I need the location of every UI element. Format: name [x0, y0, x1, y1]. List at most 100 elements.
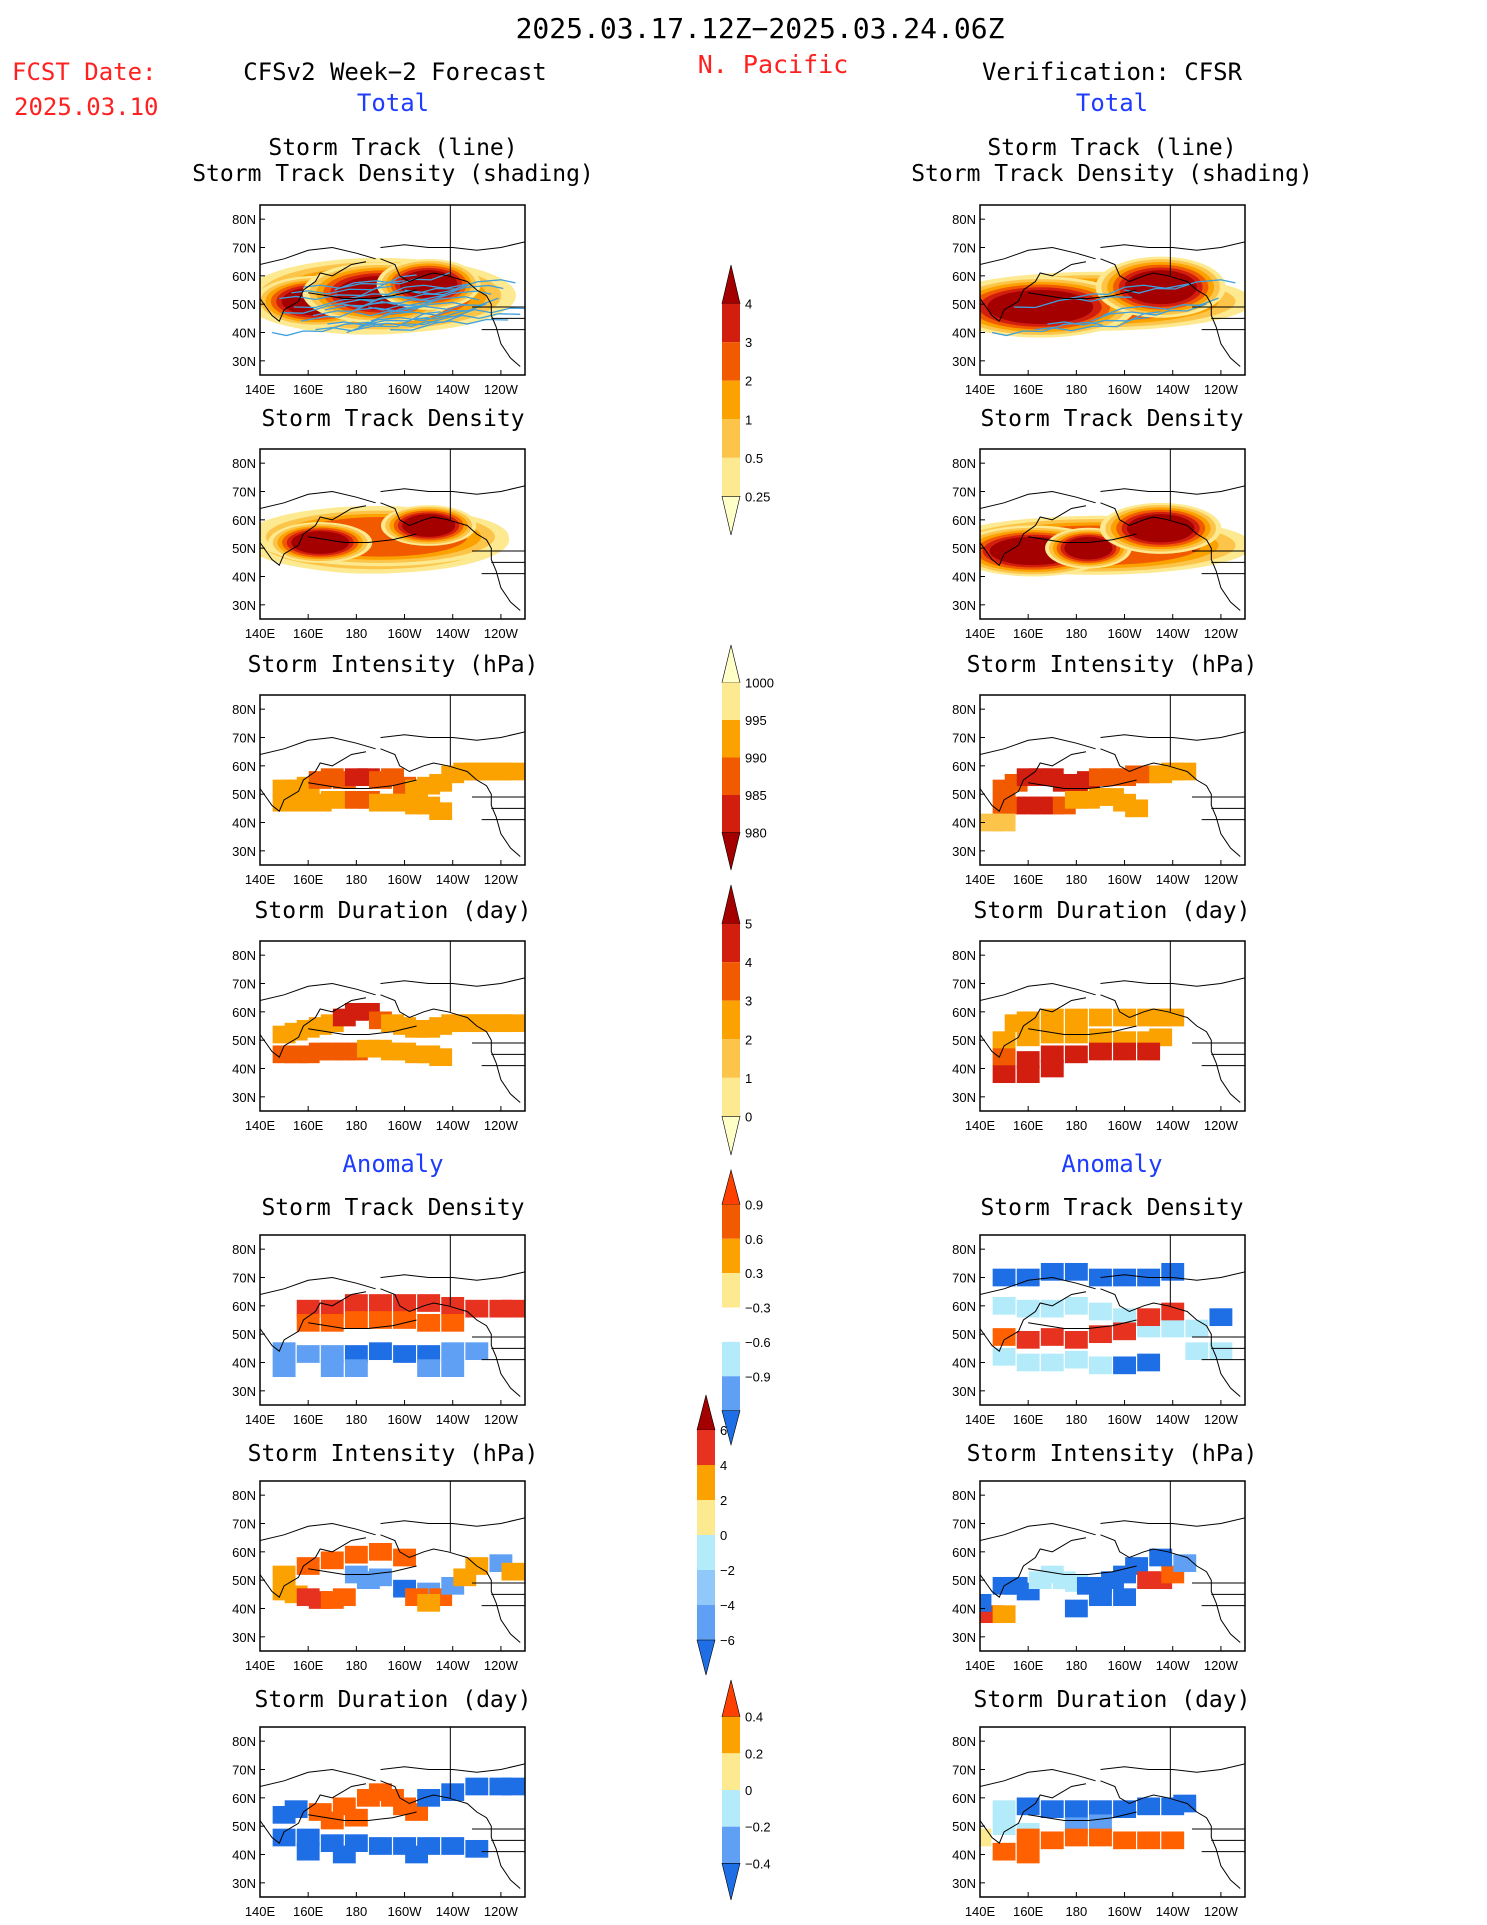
colorbar-arrow-bottom	[721, 1863, 741, 1901]
ve-duration-grid-cell	[992, 1065, 1016, 1084]
va-duration-grid-cell	[1089, 1828, 1112, 1847]
lat-tick-label: 70N	[952, 241, 976, 256]
ve-intensity-map: 140E 160E 180 160W 140W 120W 80N 70N 60N 50N 40N 30…	[952, 694, 1246, 887]
coastline	[980, 997, 1087, 1058]
lon-tick-label: 140E	[245, 1118, 276, 1133]
coastline	[260, 1768, 376, 1787]
coastline	[380, 485, 525, 495]
right-total-label: Total	[1076, 89, 1148, 117]
lon-tick-label: 140W	[1156, 1118, 1191, 1133]
colorbar-label: −2	[720, 1563, 735, 1578]
va-density-map: 140E 160E 180 160W 140W 120W 80N 70N 60N 50N 40N 30…	[952, 1234, 1246, 1427]
left-anomaly-label: Anomaly	[342, 1150, 443, 1178]
lat-tick-label: 60N	[952, 1791, 976, 1806]
lon-tick-label: 160W	[388, 1904, 423, 1919]
va-density-grid-cell	[1040, 1328, 1064, 1346]
an-density-grid-cell	[344, 1345, 368, 1363]
va-duration-grid-cell	[1064, 1800, 1088, 1819]
colorbar-swatch	[722, 1273, 740, 1308]
lon-tick-label: 160E	[1013, 1904, 1044, 1919]
lon-tick-label: 120W	[1204, 1412, 1239, 1427]
colorbar-label: −0.9	[745, 1369, 771, 1384]
an-density-grid-cell	[393, 1311, 416, 1329]
an-intensity-title: Storm Intensity (hPa)	[248, 1441, 539, 1467]
an-density-grid-cell	[393, 1345, 416, 1363]
va-density-grid-cell	[1161, 1262, 1185, 1281]
lat-tick-label: 60N	[952, 759, 976, 774]
an-density-grid-cell	[344, 1311, 368, 1329]
an-duration-grid-cell	[320, 1811, 344, 1830]
colorbar-swatch	[697, 1605, 715, 1640]
colorbar-swatch	[722, 1376, 740, 1411]
va-density-grid-cell	[1064, 1330, 1088, 1349]
coastline	[308, 1025, 417, 1035]
left-title: CFSv2 Week−2 Forecast	[243, 58, 546, 86]
colorbar-label: 4	[745, 955, 752, 970]
map-panels: 140E 160E 180 160W 140W 120W80N70N60N50N40N30…	[232, 204, 1246, 1919]
colorbar-swatch	[722, 1000, 740, 1040]
lat-tick-label: 70N	[952, 731, 976, 746]
lat-tick-label: 60N	[232, 1005, 256, 1020]
coastline	[1100, 1271, 1245, 1281]
va-duration-frame	[979, 1726, 1246, 1898]
fcst-date: 2025.03.10	[14, 93, 159, 121]
coastline	[980, 505, 1087, 566]
colorbar-arrow-bottom	[721, 832, 741, 871]
lat-tick-label: 60N	[232, 269, 256, 284]
lat-tick-label: 30N	[952, 1384, 976, 1399]
lon-tick-label: 160E	[293, 872, 324, 887]
colorbar-label: 4	[745, 297, 752, 312]
lon-tick-label: 140W	[436, 1412, 471, 1427]
coastline	[380, 748, 521, 857]
lon-tick-label: 140E	[245, 1658, 276, 1673]
fc-track-storm-track-line	[303, 274, 417, 289]
va-density-grid-cell	[1064, 1350, 1088, 1369]
lon-tick-label: 180	[1066, 1904, 1088, 1919]
fc-track-storm-track-line	[380, 290, 492, 306]
lon-tick-label: 140W	[436, 872, 471, 887]
va-duration-grid-cell	[1137, 1831, 1161, 1850]
lon-tick-label: 160W	[388, 626, 423, 641]
fc-track-map: 140E 160E 180 160W 140W 120W 80N 70N 60N 50N 40N 30…	[232, 204, 526, 397]
coastline	[260, 751, 367, 812]
an-density-grid-cell	[417, 1294, 441, 1312]
an-density-grid-cell	[417, 1313, 441, 1332]
lat-tick-label: 50N	[232, 541, 256, 556]
lat-tick-label: 40N	[232, 1356, 256, 1371]
coastline	[980, 261, 1087, 322]
ve-intensity-title: Storm Intensity (hPa)	[967, 652, 1258, 678]
lat-tick-label: 30N	[232, 598, 256, 613]
lon-tick-label: 140W	[1156, 382, 1191, 397]
va-duration-grid-cell	[1173, 1794, 1197, 1813]
coastline	[260, 736, 376, 755]
lon-tick-label: 180	[346, 382, 368, 397]
coastline	[1100, 1534, 1241, 1643]
lon-tick-label: 120W	[484, 872, 519, 887]
an-intensity-grid-cell	[296, 1557, 320, 1575]
coastline	[980, 490, 1096, 509]
coastline	[980, 1783, 1087, 1844]
ve-density-frame	[979, 448, 1246, 620]
colorbar-label: 0.5	[745, 451, 763, 466]
lat-tick-label: 70N	[232, 485, 256, 500]
colorbar-swatch	[722, 720, 740, 758]
colorbar-intensity_anom: 6 4 2 0 −2 −4 −6	[696, 1394, 735, 1676]
lon-tick-label: 140W	[436, 1118, 471, 1133]
an-duration-title: Storm Duration (day)	[255, 1687, 532, 1713]
fc-track-storm-track-line	[404, 279, 516, 294]
va-density-grid-cell	[1161, 1319, 1185, 1338]
ve-duration-grid-cell	[1137, 1042, 1161, 1061]
coastline	[1100, 748, 1241, 857]
lon-tick-label: 140E	[965, 626, 996, 641]
coastline	[980, 736, 1096, 755]
an-density-grid-cell	[320, 1313, 344, 1332]
lat-tick-label: 30N	[232, 354, 256, 369]
lon-tick-label: 160W	[1108, 872, 1143, 887]
ve-intensity-grid-cell	[992, 813, 1016, 832]
coastline	[1028, 289, 1137, 299]
colorbar-swatch	[722, 682, 740, 720]
lon-tick-label: 180	[1066, 1412, 1088, 1427]
an-intensity-grid-cell	[393, 1548, 416, 1567]
ve-track-storm-track-line	[1035, 316, 1149, 332]
va-intensity-title: Storm Intensity (hPa)	[967, 1441, 1258, 1467]
